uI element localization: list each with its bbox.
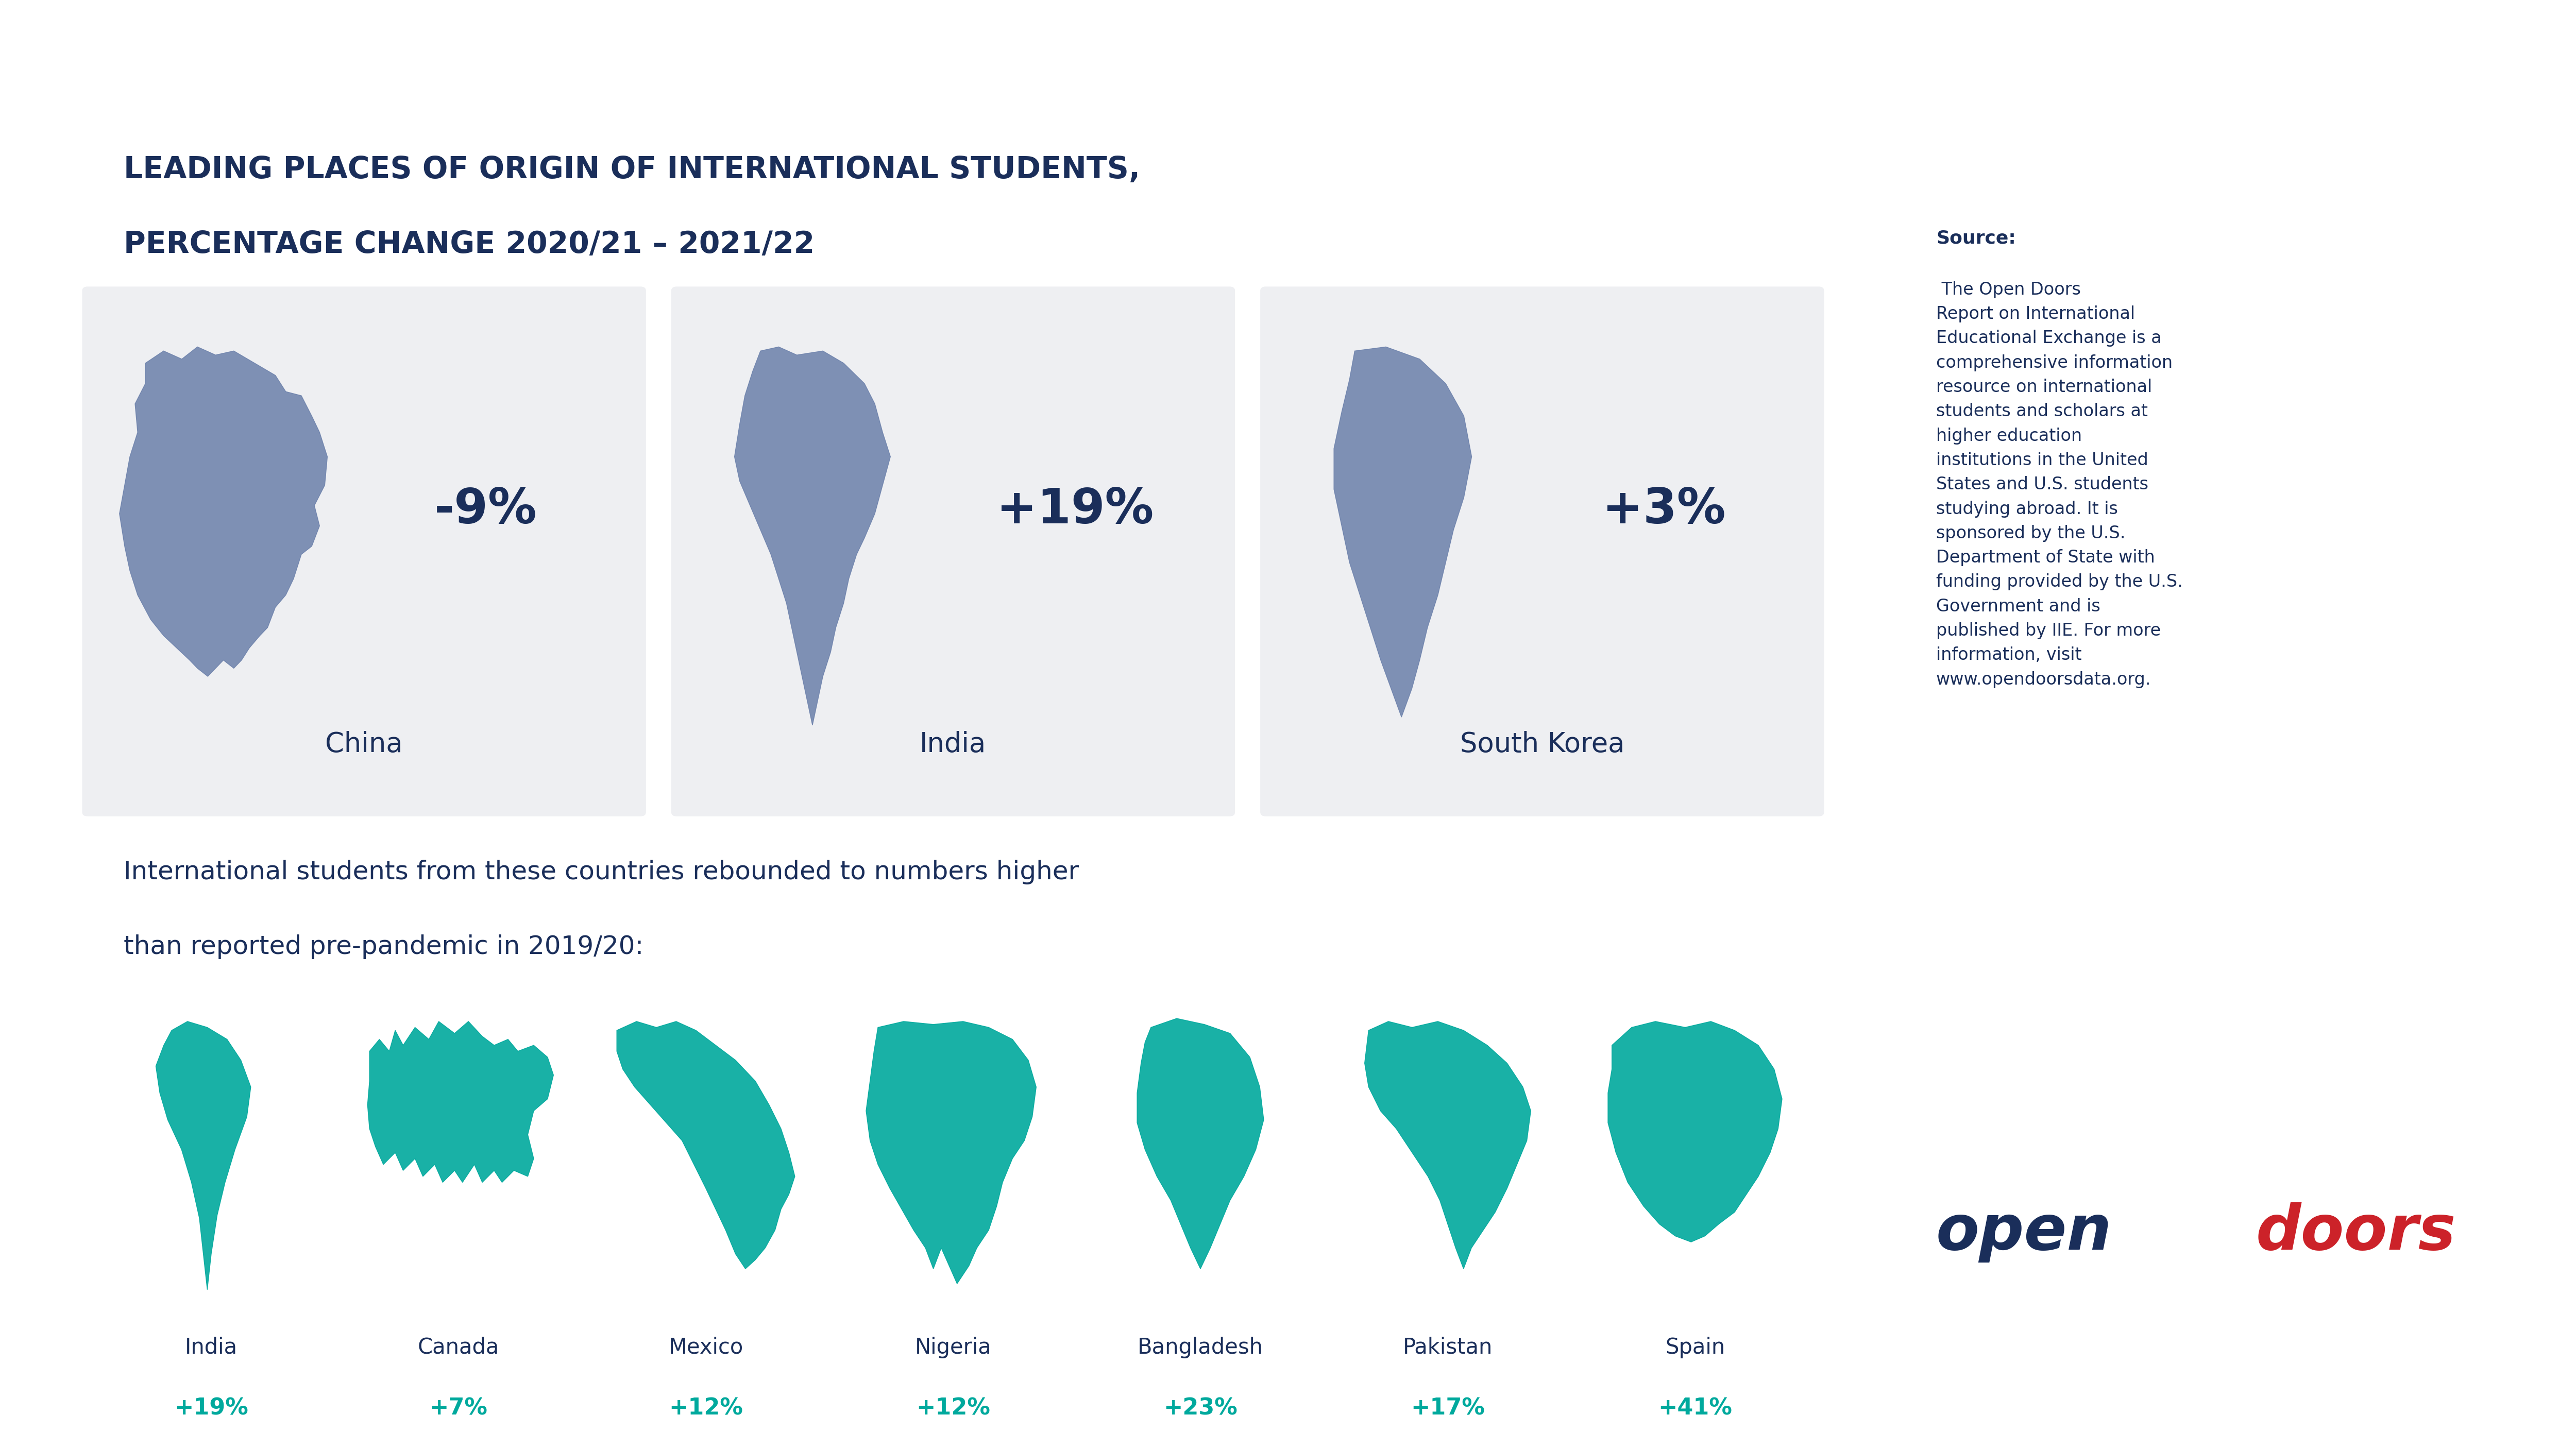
- Text: +23%: +23%: [1164, 1397, 1236, 1420]
- Text: +12%: +12%: [670, 1397, 742, 1420]
- Text: China: China: [325, 732, 402, 758]
- Text: Source:: Source:: [1937, 229, 2017, 248]
- Text: OPEN DOORS: OPEN DOORS: [1030, 32, 1288, 67]
- Text: India: India: [185, 1336, 237, 1358]
- Text: +3%: +3%: [1602, 485, 1726, 533]
- Polygon shape: [1607, 1022, 1783, 1242]
- Polygon shape: [616, 1022, 796, 1269]
- Text: The Open Doors
Report on International
Educational Exchange is a
comprehensive i: The Open Doors Report on International E…: [1937, 281, 2182, 688]
- Text: +41%: +41%: [1659, 1397, 1731, 1420]
- Text: India: India: [920, 732, 987, 758]
- Polygon shape: [118, 346, 327, 677]
- Text: LEADING PLACES OF ORIGIN OF INTERNATIONAL STUDENTS,: LEADING PLACES OF ORIGIN OF INTERNATIONA…: [124, 155, 1141, 184]
- Text: South Korea: South Korea: [1461, 732, 1625, 758]
- Polygon shape: [1334, 346, 1471, 717]
- Text: INTERNATIONAL STUDENTS DATA: INTERNATIONAL STUDENTS DATA: [1293, 32, 1945, 67]
- Text: +19%: +19%: [175, 1397, 247, 1420]
- Text: Spain: Spain: [1664, 1336, 1726, 1358]
- Text: International students from these countries rebounded to numbers higher: International students from these countr…: [124, 859, 1079, 884]
- Text: Bangladesh: Bangladesh: [1139, 1336, 1262, 1358]
- Polygon shape: [155, 1022, 250, 1290]
- Text: Pakistan: Pakistan: [1404, 1336, 1492, 1358]
- Text: PERCENTAGE CHANGE 2020/21 – 2021/22: PERCENTAGE CHANGE 2020/21 – 2021/22: [124, 229, 814, 259]
- FancyBboxPatch shape: [82, 287, 647, 816]
- Text: doors: doors: [2257, 1203, 2458, 1262]
- Text: +19%: +19%: [997, 485, 1154, 533]
- Text: Nigeria: Nigeria: [914, 1336, 992, 1358]
- Polygon shape: [734, 346, 891, 726]
- Text: +12%: +12%: [917, 1397, 989, 1420]
- Text: Mexico: Mexico: [667, 1336, 744, 1358]
- Text: than reported pre-pandemic in 2019/20:: than reported pre-pandemic in 2019/20:: [124, 935, 644, 959]
- Text: -9%: -9%: [435, 485, 538, 533]
- FancyBboxPatch shape: [1260, 287, 1824, 816]
- FancyBboxPatch shape: [672, 287, 1234, 816]
- Text: +7%: +7%: [430, 1397, 487, 1420]
- Polygon shape: [1365, 1022, 1530, 1269]
- Text: Canada: Canada: [417, 1336, 500, 1358]
- Text: +17%: +17%: [1412, 1397, 1484, 1420]
- Text: open: open: [1937, 1203, 2112, 1262]
- Polygon shape: [866, 1022, 1036, 1284]
- Polygon shape: [368, 1022, 554, 1182]
- Polygon shape: [1136, 1019, 1265, 1269]
